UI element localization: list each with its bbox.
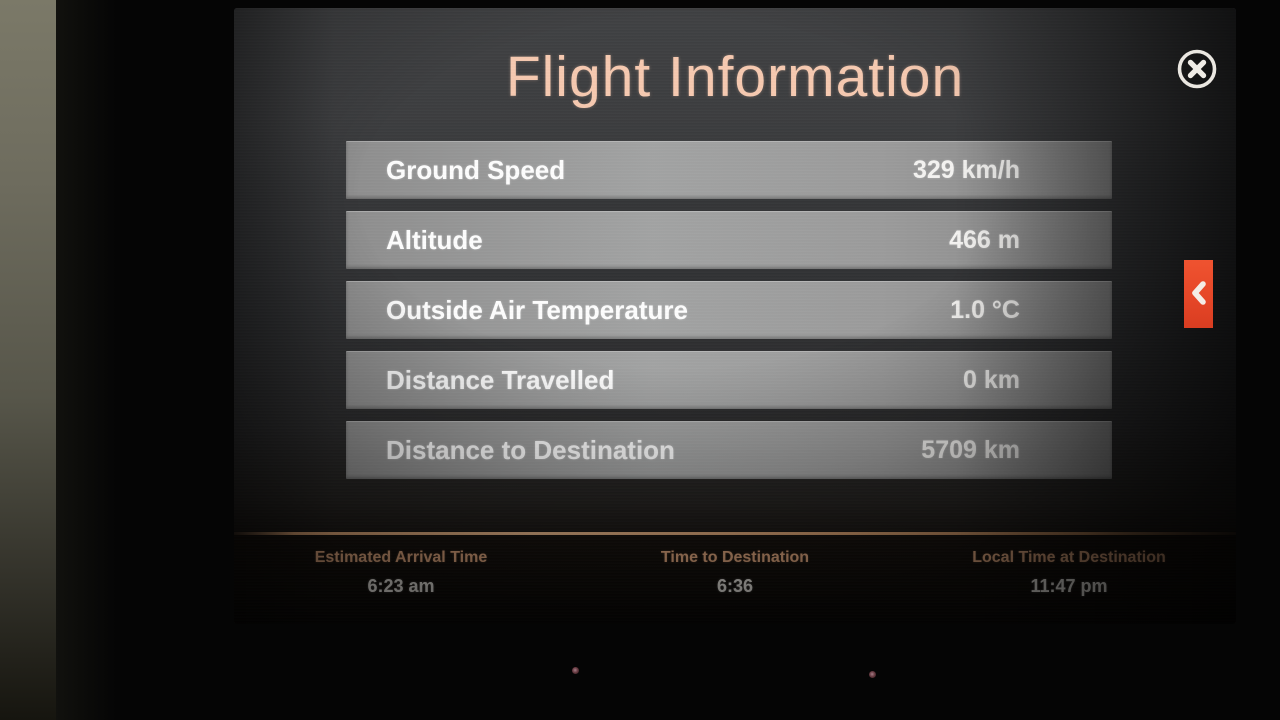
footer-item-time-to-destination: Time to Destination 6:36 [568, 535, 902, 623]
cabin-wall-shadow [56, 0, 116, 720]
ife-flight-info-screen: Flight Information Ground Speed 329 km/h… [234, 8, 1236, 624]
row-value: 466 m [949, 225, 1020, 254]
row-label: Ground Speed [386, 154, 566, 185]
close-circle-icon [1175, 49, 1219, 94]
footer-label: Estimated Arrival Time [314, 549, 488, 566]
footer-info-bar: Estimated Arrival Time 6:23 am Time to D… [234, 535, 1236, 623]
row-label: Distance to Destination [386, 434, 675, 465]
row-label: Distance Travelled [386, 364, 615, 395]
flight-data-list: Ground Speed 329 km/h Altitude 466 m Out… [346, 141, 1112, 491]
row-label: Altitude [386, 224, 483, 255]
flight-data-row: Distance Travelled 0 km [346, 351, 1112, 409]
row-label: Outside Air Temperature [386, 294, 688, 325]
footer-item-arrival-time: Estimated Arrival Time 6:23 am [234, 535, 568, 623]
reflection-dot [869, 671, 876, 678]
reflection-dot [572, 667, 579, 674]
cabin-wall [0, 0, 56, 720]
flight-data-row: Outside Air Temperature 1.0 °C [346, 281, 1112, 339]
flight-data-row: Distance to Destination 5709 km [346, 421, 1112, 479]
chevron-left-icon [1189, 279, 1209, 310]
footer-value: 6:36 [716, 576, 754, 596]
footer-item-local-time: Local Time at Destination 11:47 pm [902, 535, 1236, 623]
row-value: 329 km/h [912, 155, 1020, 184]
footer-value: 11:47 pm [1030, 576, 1108, 596]
flight-data-row: Ground Speed 329 km/h [346, 141, 1112, 199]
footer-value: 6:23 am [367, 576, 435, 596]
row-value: 0 km [963, 365, 1020, 394]
close-button[interactable] [1175, 47, 1219, 91]
row-value: 1.0 °C [950, 295, 1020, 324]
footer-label: Local Time at Destination [972, 549, 1166, 566]
row-value: 5709 km [921, 435, 1020, 464]
page-title: Flight Information [505, 45, 965, 109]
flight-data-row: Altitude 466 m [346, 211, 1112, 269]
footer-label: Time to Destination [660, 549, 810, 566]
collapse-panel-tab-button[interactable] [1184, 260, 1213, 328]
